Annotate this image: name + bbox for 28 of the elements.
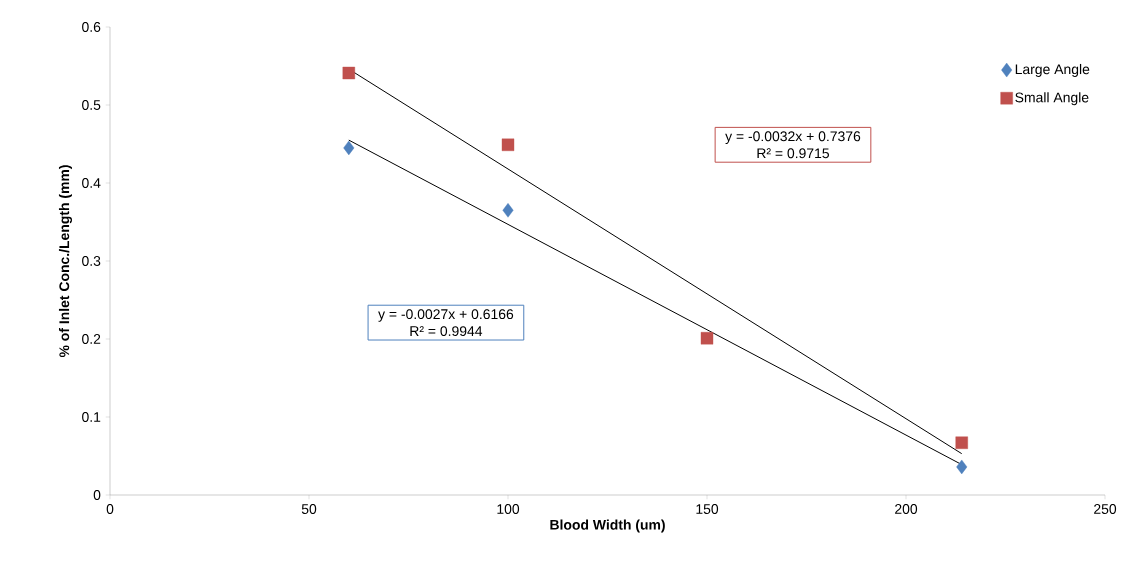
annotation: y = -0.0027x + 0.6166: [378, 309, 514, 322]
y-tick-label: 0.2: [82, 334, 101, 344]
y-axis-title: % of Inlet Conc./Length (mm): [58, 165, 73, 358]
point: [700, 332, 714, 345]
y-tick-label: 0.4: [82, 178, 101, 188]
x-tick-label: 50: [301, 504, 317, 514]
y-tick-label: 0.6: [82, 22, 101, 32]
x-axis-title: Blood Width (um): [550, 519, 665, 533]
y-tick-label: 0.5: [82, 100, 101, 110]
annotation: R² = 0.9715: [757, 148, 830, 159]
x-tick-label: 250: [1094, 504, 1117, 514]
x-tick-label: 150: [696, 504, 719, 514]
point: [502, 203, 514, 218]
x-tick-label: 100: [497, 504, 520, 514]
point: [501, 138, 515, 151]
legend-label: Small Angle: [1015, 92, 1089, 106]
annotation: R² = 0.9944: [410, 326, 483, 337]
y-tick-label: 0.1: [82, 412, 101, 422]
point: [956, 459, 968, 475]
annotation: y = -0.0032x + 0.7376: [725, 131, 861, 144]
x-tick-label: 0: [106, 504, 114, 514]
y-tick-label: 0.3: [82, 256, 101, 266]
legend-label: Large Angle: [1015, 63, 1090, 77]
x-tick-label: 200: [895, 504, 918, 514]
point: [343, 140, 355, 156]
point: [955, 436, 968, 449]
y-tick-label: 0: [93, 490, 101, 500]
point: [342, 66, 355, 80]
